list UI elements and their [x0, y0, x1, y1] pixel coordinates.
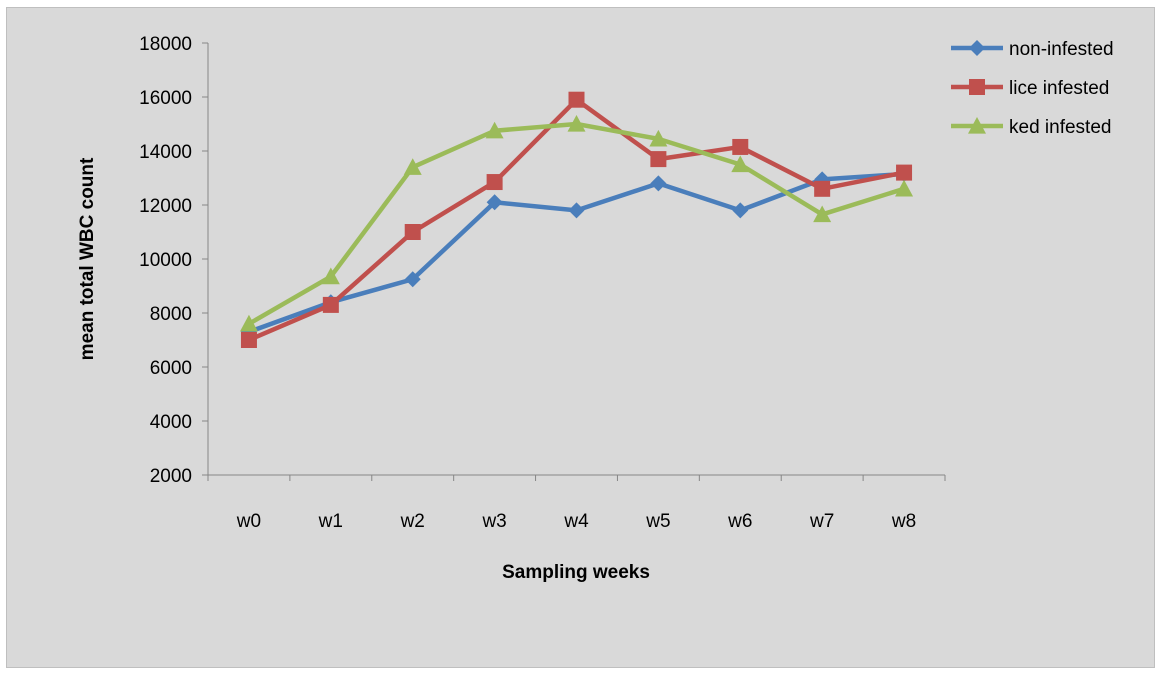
data-point	[568, 91, 585, 108]
y-tick-label: 18000	[139, 34, 192, 55]
data-point	[403, 158, 422, 175]
x-tick-label: w6	[727, 511, 752, 532]
series-ked-infested	[239, 115, 914, 332]
legend-marker	[969, 40, 985, 56]
legend-label: non-infested	[1009, 39, 1114, 60]
data-point	[404, 224, 421, 240]
data-point	[731, 155, 750, 173]
data-point	[814, 180, 831, 197]
legend-label: lice infested	[1009, 78, 1109, 99]
data-point	[895, 179, 914, 197]
y-tick-label: 10000	[139, 250, 192, 271]
legend-label: ked infested	[1009, 117, 1111, 138]
y-tick-label: 12000	[139, 196, 192, 217]
legend-marker	[968, 117, 986, 134]
series-line	[248, 97, 905, 343]
data-point	[322, 296, 339, 313]
data-point	[732, 138, 749, 155]
x-tick-label: w3	[481, 511, 506, 532]
data-point	[321, 267, 340, 285]
chart-area	[6, 7, 1155, 668]
data-point	[649, 129, 668, 147]
data-point	[650, 151, 667, 168]
data-point	[240, 332, 257, 348]
x-tick-label: w2	[400, 511, 425, 532]
data-point	[650, 175, 667, 192]
x-tick-label: w4	[563, 511, 589, 532]
legend-marker	[969, 79, 985, 95]
data-point	[404, 271, 421, 288]
y-tick-label: 4000	[150, 412, 192, 433]
data-point	[486, 174, 503, 191]
y-tick-label: 16000	[139, 88, 192, 109]
data-point	[486, 194, 503, 211]
x-tick-label: w7	[809, 511, 834, 532]
legend-entry: lice infested	[951, 78, 1109, 99]
legend-entry: non-infested	[951, 39, 1114, 60]
x-tick-label: w5	[645, 511, 670, 532]
series-non-infested	[240, 165, 913, 340]
series-line	[247, 121, 905, 326]
legend-entry: ked infested	[951, 117, 1111, 138]
x-tick-label: w8	[891, 511, 916, 532]
y-axis-title: mean total WBC count	[77, 157, 98, 360]
x-tick-label: w1	[318, 511, 343, 532]
y-tick-label: 8000	[150, 304, 192, 325]
data-point	[732, 202, 749, 219]
data-point	[239, 314, 258, 332]
series-lice-infested	[240, 91, 913, 348]
data-point	[896, 164, 913, 181]
y-tick-label: 14000	[139, 142, 192, 163]
data-point	[567, 115, 586, 132]
x-tick-label: w0	[236, 511, 261, 532]
x-axis-title: Sampling weeks	[502, 562, 650, 583]
data-point	[568, 202, 585, 219]
y-tick-label: 6000	[150, 358, 192, 379]
data-point	[485, 121, 504, 139]
y-tick-label: 2000	[150, 466, 192, 487]
data-point	[813, 205, 832, 223]
